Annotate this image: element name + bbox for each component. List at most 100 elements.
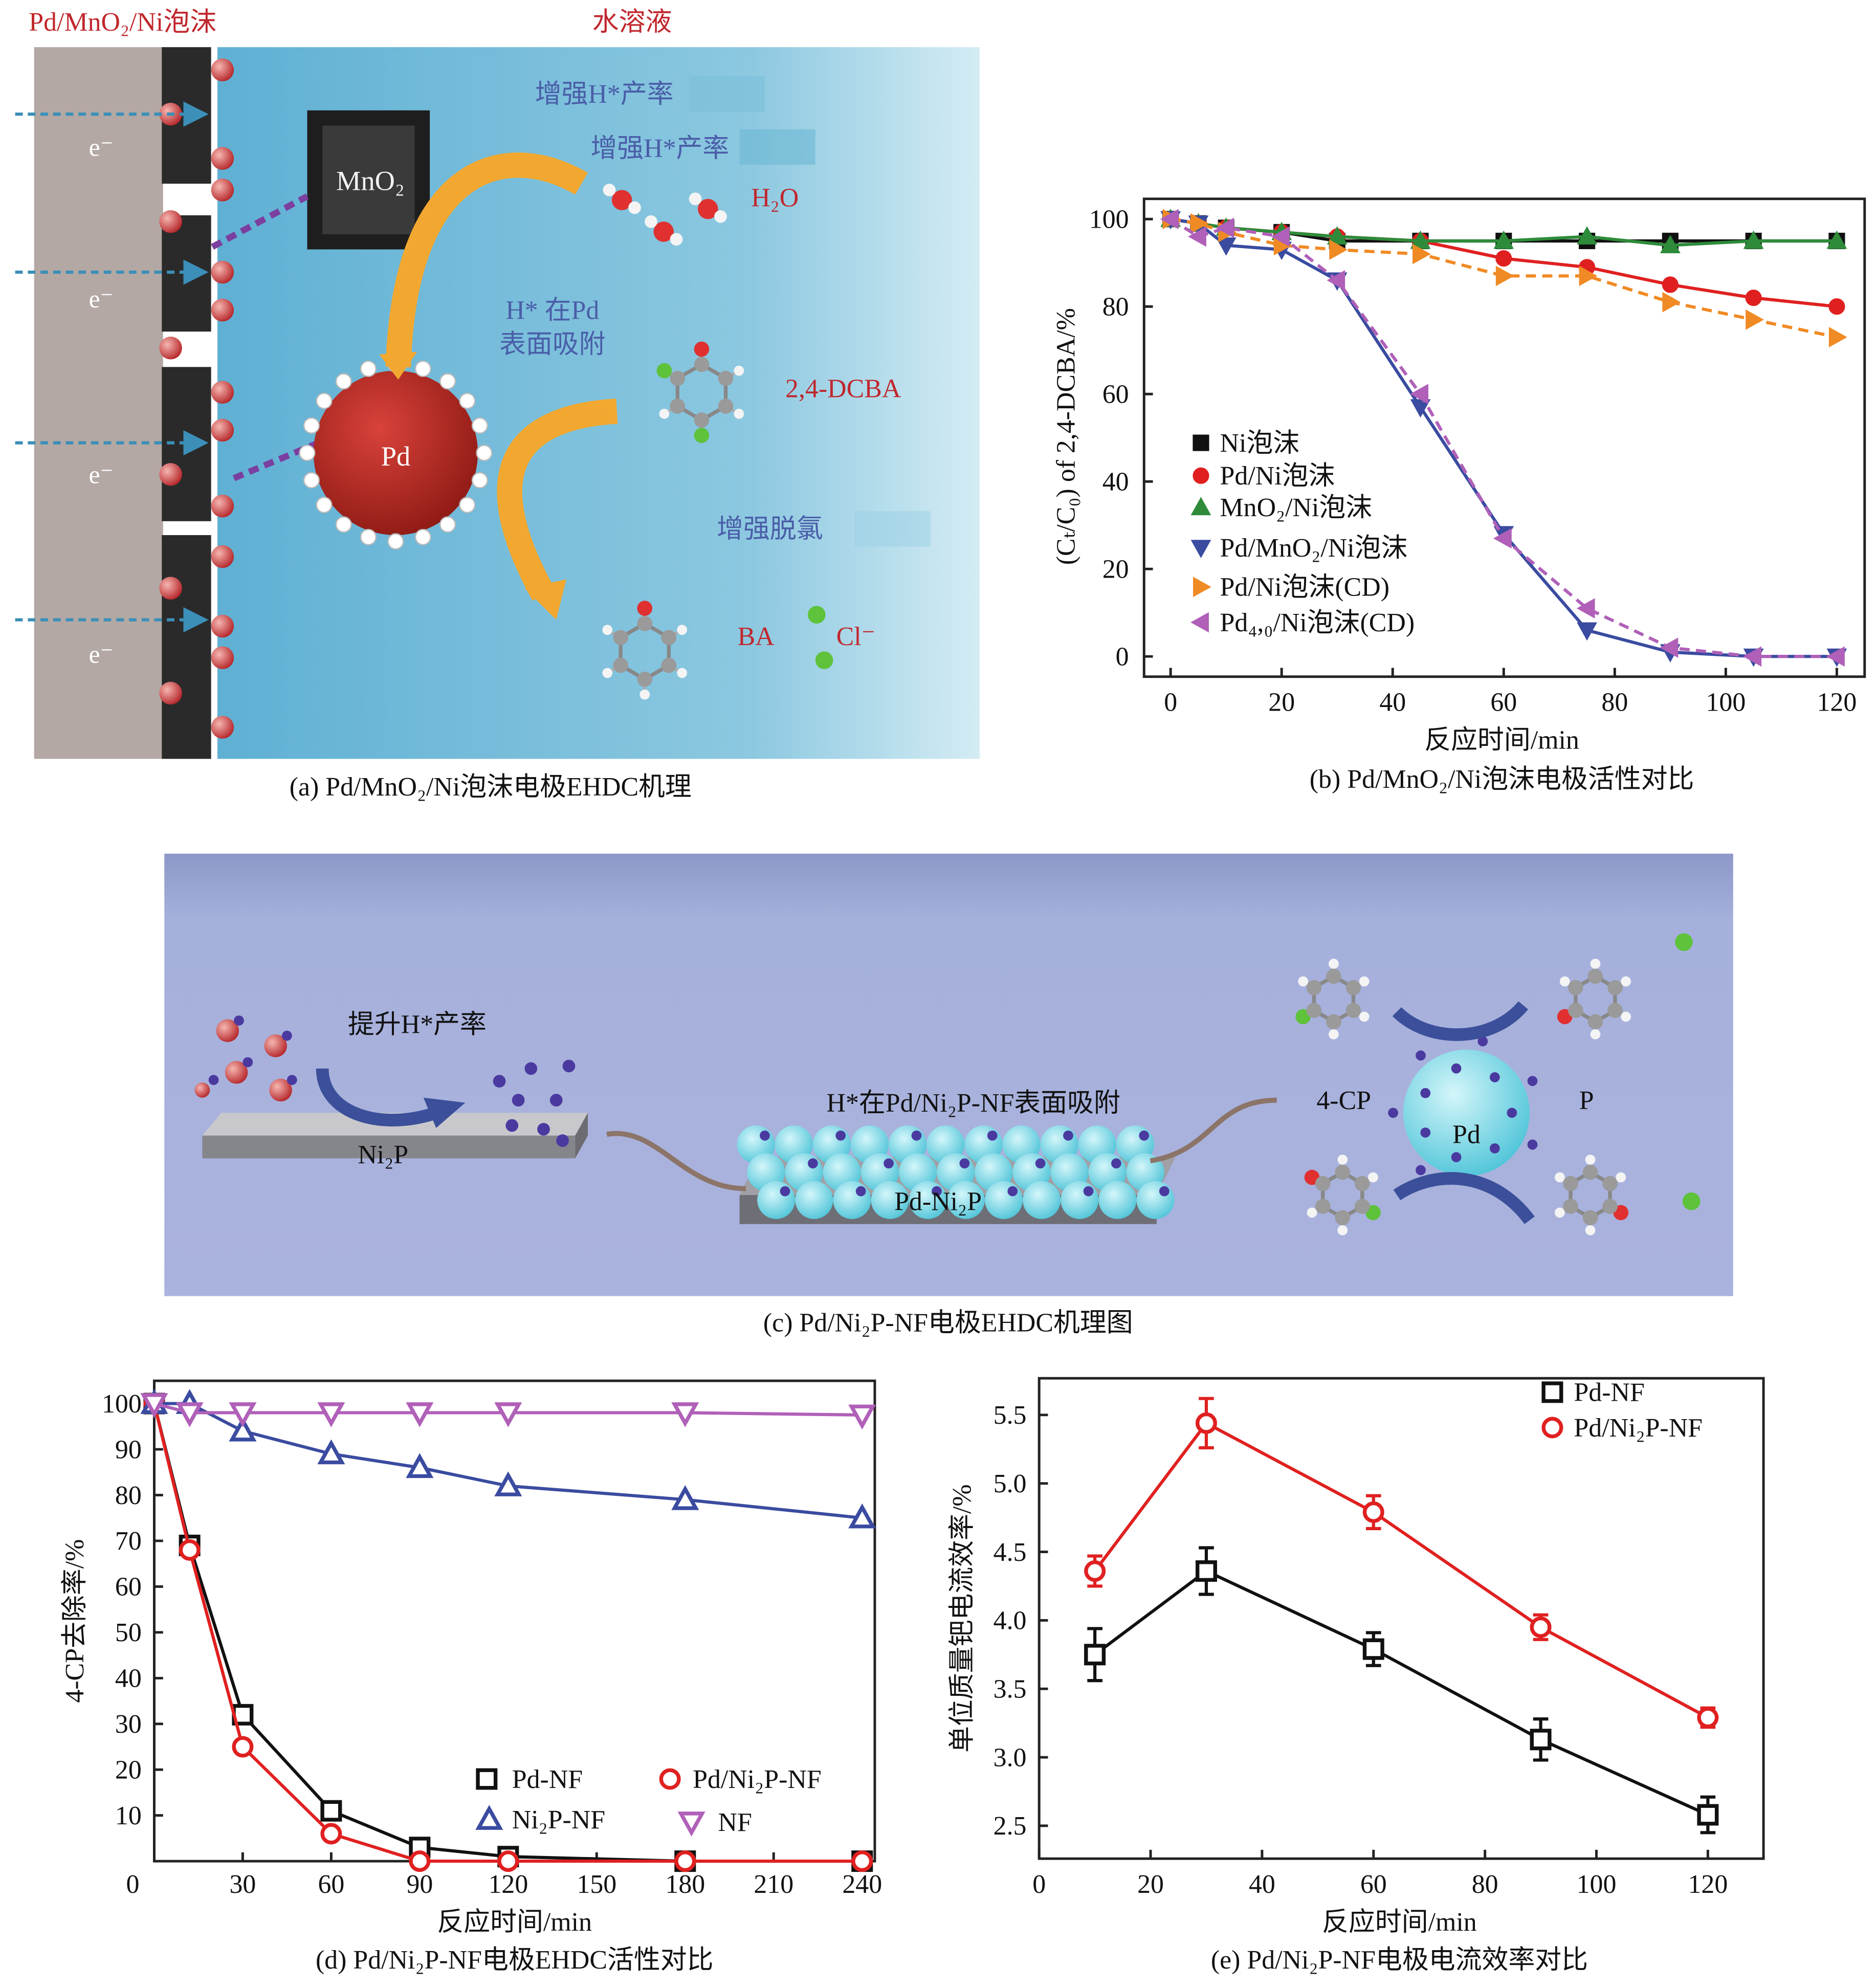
chlorine-atom xyxy=(656,363,672,379)
reaction-arrow-top xyxy=(1392,1001,1529,1041)
bond-mno2 xyxy=(211,193,309,250)
hydrogen-atom xyxy=(1554,1172,1565,1183)
tri-left-marker xyxy=(1160,209,1179,230)
hydrogen-atom xyxy=(689,192,702,206)
y-tick-label: 100 xyxy=(1089,205,1129,234)
tri-right-marker xyxy=(1579,266,1598,286)
hydrogen-atom xyxy=(524,1062,538,1075)
zoom-arrow-right xyxy=(1150,1097,1277,1164)
tri-left-marker xyxy=(1216,217,1234,238)
carbon-atom xyxy=(1602,1199,1618,1214)
caption-c: (c) Pd/Ni₂P-NF电极EHDC机理图 xyxy=(763,1309,1133,1338)
circle-marker xyxy=(179,1539,201,1561)
x-tick-label: 60 xyxy=(318,1870,344,1899)
adsorbed-hydrogen xyxy=(360,360,377,377)
x-tick-label: 20 xyxy=(1137,1870,1164,1899)
hydrogen-atom xyxy=(1337,1155,1348,1165)
legend-marker xyxy=(1193,467,1209,484)
hydrogen-atom xyxy=(159,463,182,486)
hydrogen-atom xyxy=(211,716,234,739)
series-0 xyxy=(143,1393,873,1872)
hydrogen-atom xyxy=(159,681,182,705)
arrow-pd-to-ba xyxy=(497,399,618,601)
y-tick-label: 90 xyxy=(115,1435,142,1464)
hydrogen-atom xyxy=(242,1057,253,1068)
dechlorination-label: 增强脱氯 xyxy=(717,515,823,544)
arrow-mno2-to-pd xyxy=(385,152,588,368)
hydrogen-atom xyxy=(734,365,744,376)
x-tick-label: 30 xyxy=(229,1870,256,1899)
oxygen-atom xyxy=(694,341,710,357)
carbon-atom xyxy=(1335,1210,1351,1226)
solution-title: 水溶液 xyxy=(592,8,672,37)
legend-label: Pd/Ni泡沫(CD) xyxy=(1220,573,1389,602)
carbon-atom xyxy=(1354,1176,1370,1191)
hydrogen-atom xyxy=(211,179,234,202)
x-axis-label: 反应时间/min xyxy=(1424,726,1579,755)
hydrogen-atom xyxy=(1359,1011,1370,1022)
x-tick-label: 100 xyxy=(1706,688,1746,717)
y-tick-label: 60 xyxy=(115,1573,142,1602)
adsorbed-hydrogen xyxy=(459,392,476,409)
legend-marker xyxy=(1193,434,1209,451)
hydrogen-atom xyxy=(1590,1029,1601,1040)
tri-up-marker xyxy=(1493,230,1514,249)
x-tick-label: 0 xyxy=(1032,1870,1046,1899)
x-tick-label: 150 xyxy=(577,1870,616,1899)
carbon-atom xyxy=(661,657,677,673)
tri-down-marker xyxy=(848,1404,876,1430)
molecule xyxy=(1295,959,1370,1040)
hydrogen-atom xyxy=(1416,1050,1426,1061)
hydrogen-atom xyxy=(603,184,616,196)
tri-up-marker xyxy=(317,1439,345,1465)
adsorbed-hydrogen xyxy=(471,417,488,434)
tri-up-marker xyxy=(1660,235,1681,254)
carbon-atom xyxy=(1326,1014,1341,1030)
carbon-atom xyxy=(1345,1003,1361,1018)
legend-marker xyxy=(1541,1417,1563,1439)
caption-a: (a) Pd/MnO₂/Ni泡沫电极EHDC机理 xyxy=(290,772,692,802)
pd-ni2p-slab xyxy=(737,1125,1176,1224)
water-molecule xyxy=(689,192,727,223)
arrowhead xyxy=(423,1097,466,1128)
y-axis-label: 单位质量钯电流效率/% xyxy=(948,1484,977,1753)
circle-marker xyxy=(1662,276,1679,293)
label-highlight xyxy=(739,129,815,165)
hydrogen-atom xyxy=(1559,976,1570,987)
caption-e: (e) Pd/Ni₂P-NF电极电流效率对比 xyxy=(1211,1946,1588,1975)
adsorb-label-1: H* 在Pd xyxy=(505,296,599,325)
x-tick-label: 210 xyxy=(754,1870,793,1899)
x-tick-label: 120 xyxy=(1688,1870,1728,1899)
carbon-atom xyxy=(1587,1014,1603,1030)
h-rate-label-2: 增强H*产率 xyxy=(590,134,729,163)
carbon-atom xyxy=(694,357,710,372)
legend-label: Pd/Ni₂P-NF xyxy=(693,1765,822,1794)
panel-c-mechanism: 提升H*产率 Ni₂P H*在Pd/Ni₂P-NF表面吸附 Pd-Ni₂P 4-… xyxy=(164,853,1733,1338)
chloride-ion xyxy=(1682,1192,1701,1210)
panel-a-mechanism: MnO₂ Pd Pd/MnO₂/Ni泡沫 水溶液 增强H*产率 增强H*产率 H… xyxy=(15,8,980,802)
carbon-atom xyxy=(694,412,710,428)
molecule xyxy=(1554,1155,1629,1235)
hydrogen-atom xyxy=(987,1130,998,1141)
hydrogen-atom xyxy=(807,1158,818,1168)
adsorbed-hydrogen xyxy=(299,445,316,461)
carbon-atom xyxy=(1315,1176,1331,1191)
x-tick-label: 120 xyxy=(1817,688,1857,717)
oxygen-atom xyxy=(637,601,653,616)
h2o-label: H₂O xyxy=(751,184,799,213)
legend-marker xyxy=(659,1768,681,1790)
water-molecule xyxy=(603,184,641,214)
series-1 xyxy=(1162,211,1845,315)
carbon-atom xyxy=(1345,980,1361,996)
hydrogen-atom xyxy=(835,1130,846,1141)
adsorbed-hydrogen xyxy=(459,496,476,514)
pd-atom xyxy=(795,1181,833,1219)
electron-label: e⁻ xyxy=(89,285,114,313)
hydrogen-atom xyxy=(1329,1029,1339,1040)
molecules xyxy=(602,184,744,700)
hydrogen-atom xyxy=(1420,1088,1431,1098)
caption-b: (b) Pd/MnO₂/Ni泡沫电极活性对比 xyxy=(1310,765,1694,794)
hydrogen-atom xyxy=(549,1094,563,1107)
legend-label: Pd/Ni泡沫 xyxy=(1220,461,1335,491)
y-tick-label: 20 xyxy=(115,1755,142,1784)
